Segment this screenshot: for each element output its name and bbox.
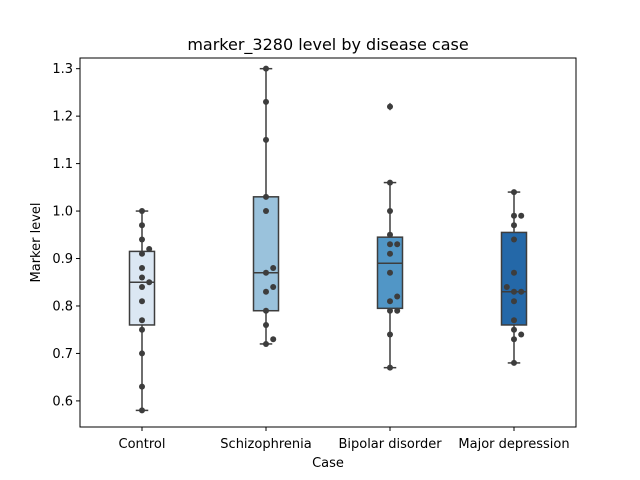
data-point	[270, 283, 277, 290]
data-point	[511, 189, 517, 196]
data-point	[511, 212, 517, 219]
x-axis-title: Case	[312, 456, 344, 471]
data-point	[139, 250, 145, 257]
data-point	[270, 265, 277, 272]
y-tick-label: 0.7	[52, 347, 73, 362]
data-point	[387, 269, 393, 276]
data-point	[387, 208, 393, 215]
data-point	[139, 274, 145, 281]
data-point	[394, 307, 401, 314]
data-point	[263, 65, 269, 72]
x-tick-label: Control	[119, 437, 166, 452]
data-point	[394, 241, 401, 248]
data-point	[518, 331, 525, 338]
data-point	[387, 250, 393, 257]
data-point	[387, 179, 393, 186]
y-tick-label: 1.2	[52, 110, 73, 125]
data-point	[263, 321, 269, 328]
x-axis: Control Schizophrenia Bipolar disorder Majo…	[119, 427, 570, 452]
data-point	[263, 98, 269, 105]
data-point	[139, 350, 145, 357]
data-point	[511, 222, 517, 229]
data-point	[511, 298, 517, 305]
data-point	[263, 307, 269, 314]
iqr-box	[500, 231, 528, 326]
data-point	[518, 212, 525, 219]
data-point	[139, 298, 145, 305]
data-point	[139, 326, 145, 333]
plot-area	[79, 57, 577, 428]
data-point	[139, 383, 145, 390]
x-tick-label: Major depression	[458, 437, 569, 452]
data-point	[146, 246, 153, 253]
data-point	[139, 283, 145, 290]
data-point	[518, 288, 525, 295]
data-point	[263, 136, 269, 143]
data-point	[139, 236, 145, 243]
y-axis: 0.6 0.7 0.8 0.9 1.0 1.1 1.2 1.3	[52, 62, 80, 409]
data-point	[263, 288, 269, 295]
data-point	[270, 336, 277, 343]
data-point	[387, 298, 393, 305]
data-point	[146, 279, 153, 286]
data-point	[263, 193, 269, 200]
data-point	[511, 269, 517, 276]
data-point	[263, 208, 269, 215]
data-point	[511, 317, 517, 324]
y-tick-label: 0.9	[52, 252, 73, 267]
data-point	[511, 336, 517, 343]
data-point	[387, 241, 393, 248]
data-point	[511, 326, 517, 333]
x-tick-label: Bipolar disorder	[338, 437, 442, 452]
point-series	[139, 65, 525, 414]
data-point	[511, 359, 517, 366]
data-point	[139, 317, 145, 324]
data-point	[387, 103, 393, 110]
y-tick-label: 1.0	[52, 205, 73, 220]
data-point	[394, 293, 401, 300]
data-point	[387, 331, 393, 338]
y-axis-title: Marker level	[29, 203, 44, 283]
data-point	[139, 222, 145, 229]
data-point	[387, 364, 393, 371]
data-point	[387, 231, 393, 238]
y-tick-label: 1.1	[52, 157, 73, 172]
data-point	[139, 208, 145, 215]
y-tick-label: 0.6	[52, 394, 73, 409]
chart-title: marker_3280 level by disease case	[187, 35, 468, 55]
data-point	[263, 340, 269, 347]
data-point	[511, 288, 517, 295]
data-point	[387, 307, 393, 314]
y-tick-label: 0.8	[52, 299, 73, 314]
data-point	[503, 283, 510, 290]
data-point	[263, 269, 269, 276]
data-point	[139, 265, 145, 272]
data-point	[139, 407, 145, 414]
x-tick-label: Schizophrenia	[220, 437, 311, 452]
y-tick-label: 1.3	[52, 62, 73, 77]
data-point	[511, 236, 517, 243]
